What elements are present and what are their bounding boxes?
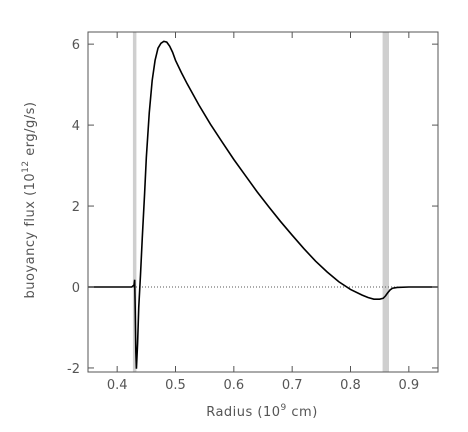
x-tick-label-4: 0.7 — [282, 378, 303, 393]
y-tick-label-4: 4 — [72, 119, 80, 134]
shaded-band-2 — [382, 32, 389, 372]
x-tick-label-5: 0.8 — [340, 378, 361, 393]
buoyancy-flux-curve — [88, 40, 438, 369]
y-tick-label-2: 0 — [72, 281, 80, 296]
x-tick-label-6: 0.9 — [398, 378, 419, 393]
x-tick-label-2: 0.5 — [165, 378, 186, 393]
shaded-bands — [132, 32, 389, 372]
y-tick-label-3: 2 — [72, 200, 80, 215]
y-tick-label-1: -2 — [67, 362, 80, 377]
y-tick-label-5: 6 — [72, 38, 80, 53]
x-axis-ticks: 0.4 0.5 0.6 0.7 0.8 0.9 — [107, 32, 419, 393]
y-axis-ticks: -2 0 2 4 6 — [67, 38, 438, 377]
shaded-band-1 — [132, 32, 137, 372]
x-tick-label-3: 0.6 — [223, 378, 244, 393]
y-axis-label: buoyancy flux (1012 erg/g/s) — [21, 102, 38, 299]
plot-frame — [87, 31, 439, 373]
x-tick-label-1: 0.4 — [107, 378, 128, 393]
x-axis-label: Radius (109 cm) — [206, 403, 318, 420]
